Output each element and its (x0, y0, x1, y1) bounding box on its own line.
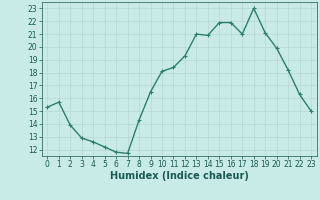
X-axis label: Humidex (Indice chaleur): Humidex (Indice chaleur) (110, 171, 249, 181)
